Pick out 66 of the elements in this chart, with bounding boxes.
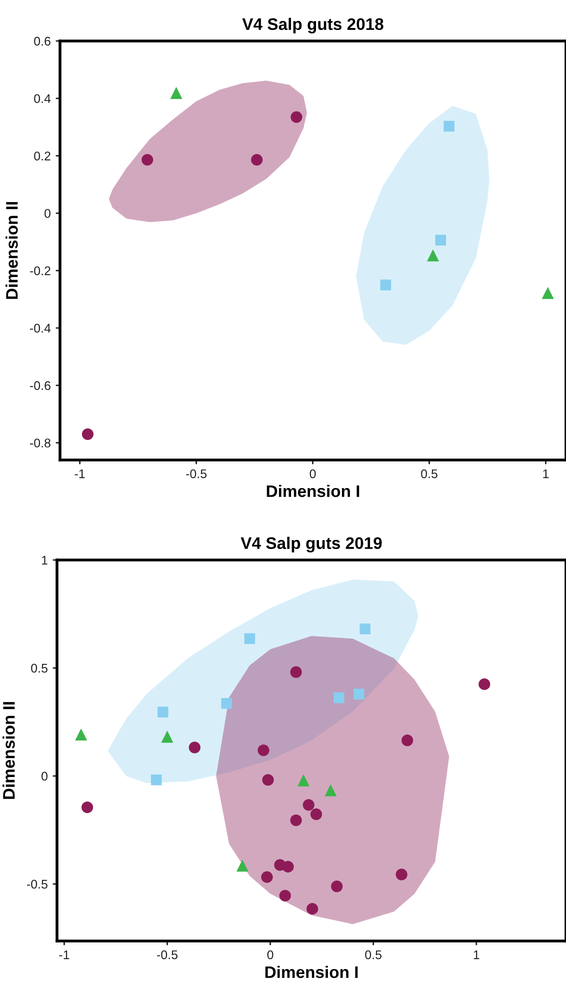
- point: [142, 154, 154, 166]
- x-tick-label: 1: [543, 469, 549, 478]
- point: [310, 808, 322, 820]
- point: [75, 728, 88, 741]
- point: [188, 742, 200, 754]
- y-tick-label: -0.5: [26, 880, 48, 889]
- point: [302, 799, 314, 811]
- point: [290, 111, 302, 123]
- x-tick-label: 0: [310, 469, 316, 478]
- y-tick-label: 0: [44, 208, 50, 218]
- point: [258, 744, 270, 756]
- y-tick-label: 1: [42, 556, 48, 565]
- chart-title: V4 Salp guts 2018: [242, 18, 384, 34]
- y-tick-label: 0.5: [31, 664, 48, 673]
- x-tick-label: -0.5: [157, 950, 178, 960]
- point: [542, 286, 554, 299]
- point: [279, 890, 291, 902]
- point: [402, 734, 414, 746]
- point: [380, 280, 392, 290]
- point: [444, 120, 454, 132]
- y-tick-label: 0.4: [34, 94, 51, 104]
- point: [158, 706, 168, 718]
- y-axis-title: Dimension II: [2, 702, 15, 799]
- point: [297, 774, 310, 786]
- point: [306, 903, 318, 915]
- point: [334, 692, 344, 704]
- chart-title: V4 Salp guts 2019: [240, 536, 382, 552]
- point: [290, 666, 302, 678]
- y-tick-label: -0.8: [30, 438, 50, 448]
- point: [435, 234, 446, 246]
- point: [251, 154, 263, 166]
- point: [150, 774, 162, 786]
- point: [261, 871, 273, 883]
- point: [82, 428, 94, 440]
- y-tick-label: -0.6: [30, 381, 50, 390]
- point: [354, 688, 364, 700]
- x-tick-label: 0.5: [365, 950, 382, 960]
- x-tick-label: 0: [267, 950, 274, 960]
- point: [244, 633, 256, 644]
- point: [324, 784, 337, 796]
- y-tick-label: -0.4: [30, 324, 51, 333]
- point: [170, 86, 182, 99]
- point: [282, 860, 294, 873]
- point: [478, 678, 490, 690]
- point: [396, 868, 408, 880]
- point: [221, 698, 232, 709]
- point: [360, 624, 370, 634]
- x-tick-label: -0.5: [186, 469, 207, 478]
- point: [161, 730, 174, 743]
- x-tick-label: 0.5: [421, 469, 438, 478]
- point: [290, 814, 302, 826]
- point: [236, 860, 248, 872]
- point: [426, 249, 439, 262]
- x-tick-label: -1: [74, 469, 85, 478]
- y-tick-label: 0.6: [34, 36, 50, 46]
- point: [262, 774, 274, 786]
- x-axis-title: Dimension I: [266, 484, 360, 498]
- x-tick-label: 1: [474, 950, 480, 960]
- x-tick-label: -1: [59, 950, 70, 960]
- y-tick-label: 0: [42, 772, 48, 781]
- point: [81, 801, 94, 814]
- point: [331, 880, 343, 892]
- x-axis-title: Dimension I: [265, 966, 358, 978]
- y-tick-label: -0.2: [30, 266, 50, 276]
- y-axis-title: Dimension II: [6, 202, 18, 299]
- y-tick-label: 0.2: [34, 152, 50, 160]
